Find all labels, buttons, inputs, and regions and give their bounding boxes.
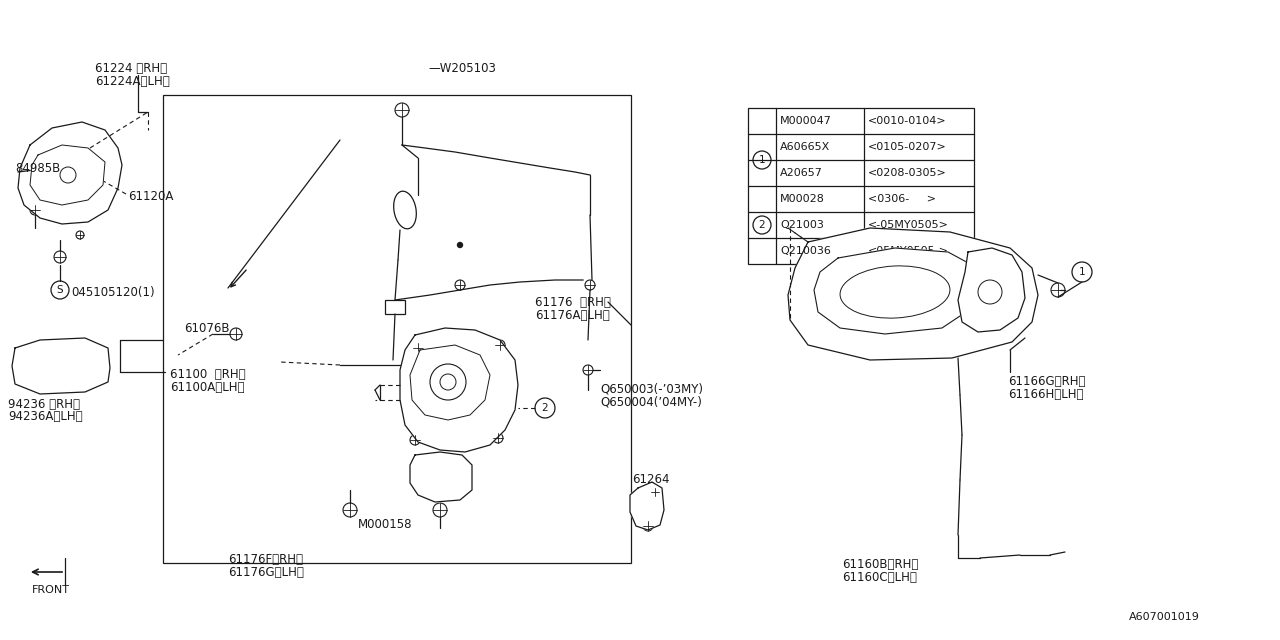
Text: 1: 1 bbox=[759, 155, 765, 165]
Text: 61176F〈RH〉: 61176F〈RH〉 bbox=[228, 553, 303, 566]
Text: A20657: A20657 bbox=[780, 168, 823, 178]
Text: Q21003: Q21003 bbox=[780, 220, 824, 230]
Polygon shape bbox=[630, 482, 664, 530]
Text: 2: 2 bbox=[541, 403, 548, 413]
Text: <0306-     >: <0306- > bbox=[868, 194, 936, 204]
Polygon shape bbox=[401, 328, 518, 452]
Polygon shape bbox=[814, 248, 978, 334]
Polygon shape bbox=[12, 338, 110, 394]
Bar bbox=[748, 108, 974, 264]
Text: 94236 〈RH〉: 94236 〈RH〉 bbox=[8, 398, 81, 411]
Text: 61224A〈LH〉: 61224A〈LH〉 bbox=[95, 75, 170, 88]
Polygon shape bbox=[410, 452, 472, 502]
Circle shape bbox=[430, 364, 466, 400]
Text: <0208-0305>: <0208-0305> bbox=[868, 168, 947, 178]
Text: <0105-0207>: <0105-0207> bbox=[868, 142, 947, 152]
Text: 84985B: 84985B bbox=[15, 162, 60, 175]
Text: 61166H〈LH〉: 61166H〈LH〉 bbox=[1009, 388, 1083, 401]
Text: Q650004(’04MY-): Q650004(’04MY-) bbox=[600, 395, 701, 408]
Text: M00028: M00028 bbox=[780, 194, 824, 204]
Text: Q650003(-’03MY): Q650003(-’03MY) bbox=[600, 382, 703, 395]
Text: A607001019: A607001019 bbox=[1129, 612, 1201, 622]
Text: 61076B: 61076B bbox=[184, 322, 229, 335]
Circle shape bbox=[978, 280, 1002, 304]
Circle shape bbox=[457, 243, 462, 248]
Text: 94236A〈LH〉: 94236A〈LH〉 bbox=[8, 410, 83, 423]
Text: M000158: M000158 bbox=[358, 518, 412, 531]
Text: 61160C〈LH〉: 61160C〈LH〉 bbox=[842, 571, 916, 584]
Text: 61100  〈RH〉: 61100 〈RH〉 bbox=[170, 368, 246, 381]
Polygon shape bbox=[410, 345, 490, 420]
Polygon shape bbox=[18, 122, 122, 224]
Text: 61176A〈LH〉: 61176A〈LH〉 bbox=[535, 309, 609, 322]
Text: 61176  〈RH〉: 61176 〈RH〉 bbox=[535, 296, 611, 309]
Text: 61176G〈LH〉: 61176G〈LH〉 bbox=[228, 566, 303, 579]
Text: M000047: M000047 bbox=[780, 116, 832, 126]
Polygon shape bbox=[29, 145, 105, 205]
Polygon shape bbox=[788, 228, 1038, 360]
Text: 61166G〈RH〉: 61166G〈RH〉 bbox=[1009, 375, 1085, 388]
Text: 2: 2 bbox=[759, 220, 765, 230]
Text: 61264: 61264 bbox=[632, 473, 669, 486]
Text: <05MY0505->: <05MY0505-> bbox=[868, 246, 948, 256]
Text: 61160B〈RH〉: 61160B〈RH〉 bbox=[842, 558, 918, 571]
Bar bbox=[163, 95, 631, 563]
Polygon shape bbox=[957, 248, 1025, 332]
Text: 61120A: 61120A bbox=[128, 190, 173, 203]
Text: 1: 1 bbox=[1079, 267, 1085, 277]
Text: <0010-0104>: <0010-0104> bbox=[868, 116, 947, 126]
Ellipse shape bbox=[840, 266, 950, 318]
Text: —W205103: —W205103 bbox=[428, 62, 495, 75]
Text: 045105120(1): 045105120(1) bbox=[70, 286, 155, 299]
Text: A60665X: A60665X bbox=[780, 142, 831, 152]
Circle shape bbox=[60, 167, 76, 183]
Text: S: S bbox=[56, 285, 63, 295]
Text: FRONT: FRONT bbox=[32, 585, 70, 595]
Bar bbox=[385, 300, 404, 314]
Text: 61224 〈RH〉: 61224 〈RH〉 bbox=[95, 62, 168, 75]
Text: 61100A〈LH〉: 61100A〈LH〉 bbox=[170, 381, 244, 394]
Text: <-05MY0505>: <-05MY0505> bbox=[868, 220, 948, 230]
Text: Q210036: Q210036 bbox=[780, 246, 831, 256]
